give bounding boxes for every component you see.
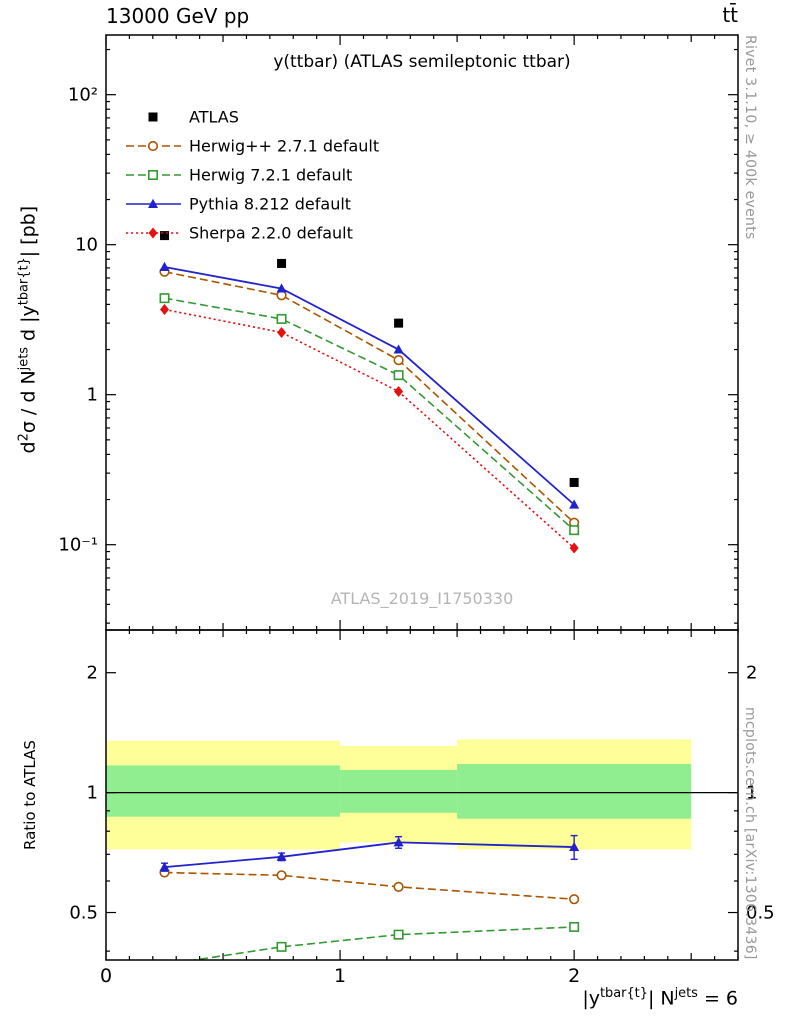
svg-text:2: 2 <box>87 663 98 684</box>
band-atlas-uncertainty-inner <box>106 765 341 817</box>
legend: ATLAS Herwig++ 2.7.1 default Herwig 7.2.1 … <box>126 108 379 243</box>
legend-entry-herwigpp: Herwig++ 2.7.1 default <box>126 137 379 156</box>
uncertainty-bands <box>106 739 692 850</box>
svg-text:2: 2 <box>746 663 757 684</box>
series-herwigpp <box>159 266 580 528</box>
series-herwig7 <box>159 293 580 536</box>
ratio-frame <box>105 629 739 961</box>
series-herwig7 <box>159 921 580 960</box>
plot-title: y(ttbar) (ATLAS semileptonic ttbar) <box>273 52 571 72</box>
svg-text:1: 1 <box>87 783 98 804</box>
x-axis-label: |ytbar{t}| Njets = 6 <box>582 986 738 1010</box>
band-atlas-uncertainty-inner <box>457 763 692 819</box>
svg-text:10²: 10² <box>68 85 98 106</box>
svg-text:0: 0 <box>100 965 112 987</box>
svg-text:0.5: 0.5 <box>746 903 775 924</box>
series-pythia <box>159 261 580 509</box>
analysis-watermark: ATLAS_2019_I1750330 <box>330 589 514 608</box>
y-axis-label-main: d2σ / d Njets d |ytbar{t}| [pb] <box>16 205 40 454</box>
legend-label-sherpa: Sherpa 2.2.0 default <box>189 224 353 243</box>
svg-text:10⁻¹: 10⁻¹ <box>58 535 98 556</box>
legend-entry-herwig7: Herwig 7.2.1 default <box>126 166 352 185</box>
series-sherpa <box>160 303 579 554</box>
tick-labels: 10² 10 1 10⁻¹ 2 2 1 1 0.5 0.5 0 1 2 <box>58 85 774 987</box>
series-pythia <box>159 834 580 872</box>
legend-label-herwig7: Herwig 7.2.1 default <box>189 166 352 185</box>
legend-entry-atlas: ATLAS <box>148 108 239 127</box>
legend-entry-sherpa: Sherpa 2.2.0 default <box>126 224 353 243</box>
legend-label-pythia: Pythia 8.212 default <box>189 195 351 214</box>
svg-text:1: 1 <box>87 385 98 406</box>
legend-label-atlas: ATLAS <box>189 108 239 127</box>
svg-text:1: 1 <box>746 783 757 804</box>
y-axis-label-ratio: Ratio to ATLAS <box>21 740 39 850</box>
svg-text:1: 1 <box>334 965 346 987</box>
series-sherpa <box>573 959 575 960</box>
series-atlas <box>160 231 579 487</box>
svg-text:2: 2 <box>568 965 580 987</box>
series-herwigpp <box>159 867 580 905</box>
process-label: tt̄ <box>722 3 738 27</box>
legend-entry-pythia: Pythia 8.212 default <box>126 195 351 214</box>
rivet-version-label: Rivet 3.1.10, ≥ 400k events <box>742 35 758 240</box>
beam-energy-label: 13000 GeV pp <box>106 4 250 28</box>
legend-label-herwigpp: Herwig++ 2.7.1 default <box>189 137 379 156</box>
mcplots-attribution-label: mcplots.cern.ch [arXiv:1306.3436] <box>742 707 758 960</box>
band-atlas-uncertainty-inner <box>340 769 458 813</box>
svg-text:0.5: 0.5 <box>69 903 98 924</box>
svg-text:10: 10 <box>75 235 98 256</box>
